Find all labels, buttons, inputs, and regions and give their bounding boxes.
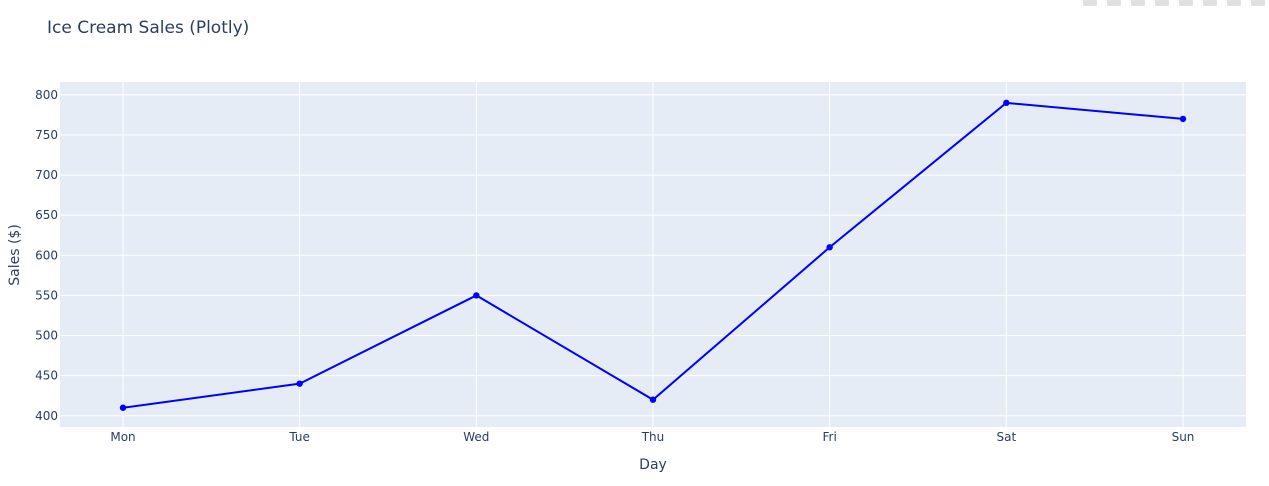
x-tick-label: Sun <box>1172 430 1195 444</box>
y-tick-label: 700 <box>35 168 58 182</box>
box-select-icon[interactable] <box>1155 0 1169 6</box>
zoom-out-icon[interactable] <box>1227 0 1241 6</box>
x-tick-label: Tue <box>288 430 310 444</box>
chart-title: Ice Cream Sales (Plotly) <box>47 18 249 38</box>
y-gridlines <box>60 94 1246 417</box>
data-point-mon[interactable] <box>119 404 127 411</box>
data-point-tue[interactable] <box>296 380 303 387</box>
modebar <box>1083 0 1265 6</box>
zoom-icon[interactable] <box>1107 0 1121 6</box>
autoscale-icon[interactable] <box>1251 0 1265 6</box>
data-point-wed[interactable] <box>473 292 480 299</box>
data-point-thu[interactable] <box>649 396 657 403</box>
y-tick-label: 750 <box>35 128 58 142</box>
zoom-in-icon[interactable] <box>1203 0 1217 6</box>
data-point-sun[interactable] <box>1179 115 1187 123</box>
x-gridlines <box>122 82 1184 427</box>
y-tick-label: 800 <box>35 88 58 102</box>
x-tick-labels: Mon Tue Wed Thu Fri Sat Sun <box>110 430 1194 444</box>
data-point-fri[interactable] <box>826 244 833 251</box>
pan-icon[interactable] <box>1131 0 1145 6</box>
data-point-sat[interactable] <box>1003 99 1010 107</box>
y-tick-label: 400 <box>35 409 58 423</box>
camera-icon[interactable] <box>1083 0 1097 6</box>
data-points <box>119 99 1187 411</box>
x-tick-label: Mon <box>110 430 135 444</box>
y-axis-label: Sales ($) <box>7 224 23 286</box>
x-tick-label: Fri <box>823 430 837 444</box>
y-tick-label: 650 <box>35 208 58 222</box>
y-tick-label: 500 <box>35 329 58 343</box>
y-tick-label: 450 <box>35 369 58 383</box>
x-tick-label: Thu <box>641 430 665 444</box>
x-tick-label: Wed <box>463 430 489 444</box>
y-tick-label: 550 <box>35 288 58 302</box>
x-axis-label: Day <box>639 457 667 473</box>
y-tick-label: 600 <box>35 248 58 262</box>
lasso-icon[interactable] <box>1179 0 1193 6</box>
y-tick-labels: 400 450 500 550 600 650 700 750 800 <box>35 88 58 423</box>
x-tick-label: Sat <box>996 430 1016 444</box>
